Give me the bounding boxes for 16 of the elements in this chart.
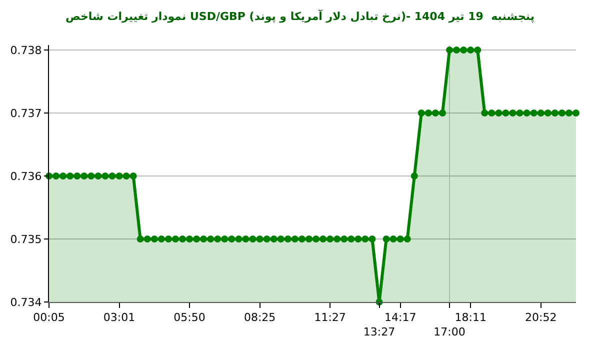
chart-title: نمودار تغییرات شاخص USD/GBP (نرخ تبادل دلار آمریکا و پوند)- پنجشنبه 19 تیر 1404 <box>65 9 535 24</box>
x-tick-label: 17:00 <box>434 326 466 338</box>
x-tick-label: 13:27 <box>363 326 396 338</box>
x-tick-label: 20:52 <box>525 311 557 324</box>
x-tick-label: 08:25 <box>244 311 276 324</box>
y-tick-label: 0.738 <box>10 44 42 57</box>
x-tick-label: 18:11 <box>454 311 486 324</box>
x-tick-label: 14:17 <box>384 311 416 324</box>
x-tick-label: 00:05 <box>33 311 65 324</box>
y-tick-label: 0.735 <box>10 232 42 246</box>
y-tick-label: 0.737 <box>10 106 42 120</box>
x-tick-label: 05:50 <box>174 311 206 324</box>
y-tick-label: 0.734 <box>10 296 42 309</box>
x-tick-label: 11:27 <box>314 311 346 324</box>
x-tick-label: 03:01 <box>103 311 136 324</box>
y-tick-label: 0.736 <box>10 170 42 183</box>
